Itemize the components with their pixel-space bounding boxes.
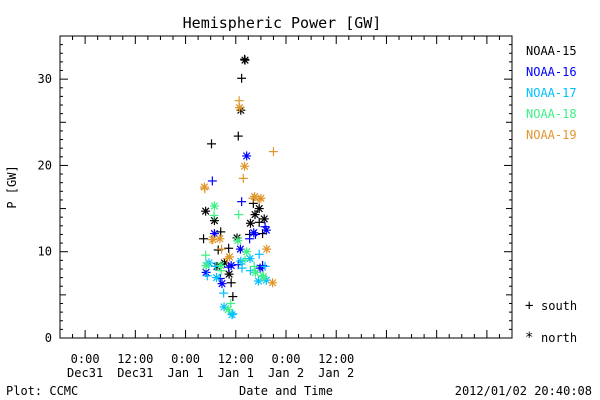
plot-frame [59, 35, 513, 339]
noaa-15-south-point [207, 139, 217, 149]
y-axis-label: P [GW] [5, 165, 19, 208]
noaa-17-north-point [236, 256, 246, 266]
legend-noaa-15: NOAA-15 [526, 44, 577, 58]
north-legend-label: north [541, 331, 577, 345]
noaa-18-south-point [201, 250, 211, 260]
noaa-16-north-point [217, 279, 227, 289]
noaa-18-south-point [249, 261, 259, 271]
x-tick-label-time: 0:00 [71, 352, 100, 366]
noaa-19-south-point [217, 244, 227, 254]
x-tick-label-time: 12:00 [318, 352, 354, 366]
data-points [199, 54, 278, 320]
noaa-15-north-point [201, 206, 211, 216]
plot-timestamp: 2012/01/02 20:40:08 [455, 384, 592, 398]
chart-title: Hemispheric Power [GW] [183, 14, 382, 32]
noaa-16-south-point [207, 176, 217, 186]
noaa-15-south-point [233, 131, 243, 141]
noaa-18-north-point [223, 305, 233, 315]
noaa-19-north-point [235, 103, 245, 113]
x-tick-label-date: Jan 1 [167, 366, 203, 380]
noaa-15-north-point [259, 214, 269, 224]
noaa-18-north-point [250, 267, 260, 277]
noaa-15-south-point [216, 227, 226, 237]
y-axis: 0 10 20 30 [38, 35, 512, 345]
noaa-16-south-point [245, 234, 255, 244]
noaa-17-south-point [254, 249, 264, 259]
x-tick-label-date: Jan 1 [218, 366, 254, 380]
x-tick-label-time: 12:00 [117, 352, 153, 366]
noaa-15-south-point [226, 278, 236, 288]
south-marker-glyph: + [525, 298, 533, 314]
legend-noaa-18: NOAA-18 [526, 107, 577, 121]
x-tick-label-date: Jan 2 [268, 366, 304, 380]
noaa-18-north-point [216, 261, 226, 271]
noaa-15-south-point [237, 73, 247, 83]
legend-noaa-19: NOAA-19 [526, 128, 577, 142]
noaa-17-south-point [219, 288, 229, 298]
noaa-17-south-point [237, 263, 247, 273]
legend-noaa-16: NOAA-16 [526, 65, 577, 79]
x-tick-label-time: 0:00 [171, 352, 200, 366]
noaa-18-north-point [201, 261, 211, 271]
noaa-19-south-point [238, 173, 248, 183]
noaa-15-south-point [224, 243, 234, 253]
legend-noaa-17: NOAA-17 [526, 86, 577, 100]
noaa-19-north-point [215, 234, 225, 244]
noaa-18-north-point [233, 235, 243, 245]
marker-legend: + south * north [525, 298, 577, 346]
noaa-15-south-point [254, 217, 264, 227]
north-marker-glyph: * [525, 330, 533, 346]
noaa-19-north-point [208, 235, 218, 245]
y-tick-label: 30 [38, 72, 52, 86]
noaa-17-north-point [212, 273, 222, 283]
noaa-15-south-point [228, 292, 238, 302]
noaa-15-north-point [245, 218, 255, 228]
noaa-19-north-point [268, 278, 278, 288]
x-tick-label-time: 0:00 [272, 352, 301, 366]
noaa-18-south-point [240, 255, 250, 265]
noaa-15-north-point [254, 204, 264, 214]
x-tick-label-date: Jan 2 [318, 366, 354, 380]
noaa-16-north-point [242, 151, 252, 161]
noaa-15-north-point [209, 216, 219, 226]
noaa-19-north-point [199, 182, 209, 192]
noaa-18-south-point [209, 210, 219, 220]
x-tick-label-time: 12:00 [218, 352, 254, 366]
noaa-19-north-point [262, 244, 272, 254]
y-tick-label: 10 [38, 245, 52, 259]
noaa-16-north-point [226, 261, 236, 271]
x-tick-label-date: Dec31 [67, 366, 103, 380]
noaa-15-north-point [250, 210, 260, 220]
noaa-16-north-point [261, 225, 271, 235]
noaa-18-south-point [234, 210, 244, 220]
south-legend-label: south [541, 299, 577, 313]
noaa-17-north-point [227, 310, 237, 320]
noaa-17-south-point [210, 261, 220, 271]
noaa-19-south-point [268, 147, 278, 157]
y-tick-label: 20 [38, 158, 52, 172]
noaa-19-north-point [225, 252, 234, 262]
noaa-17-south-point [260, 261, 270, 271]
x-tick-label-date: Dec31 [117, 366, 153, 380]
noaa-19-north-point [240, 161, 250, 171]
x-axis-label: Date and Time [239, 384, 333, 398]
noaa-16-south-point [237, 197, 247, 207]
noaa-17-south-point [202, 271, 212, 281]
noaa-16-north-point [249, 228, 259, 238]
plot-credit: Plot: CCMC [6, 384, 78, 398]
noaa-15-south-point [199, 234, 209, 244]
noaa-19-north-point [250, 191, 260, 201]
y-tick-label: 0 [45, 331, 52, 345]
noaa-18-north-point [242, 247, 252, 257]
noaa-15-north-point [240, 55, 250, 65]
noaa-19-north-point [256, 193, 266, 203]
noaa-18-north-point [209, 201, 219, 211]
noaa-18-north-point [258, 272, 268, 282]
legend: NOAA-15 NOAA-16 NOAA-17 NOAA-18 NOAA-19 [526, 44, 577, 142]
